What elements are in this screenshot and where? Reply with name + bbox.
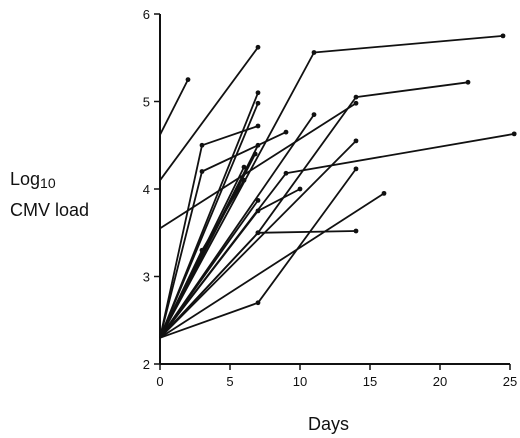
- data-point: [311, 50, 317, 55]
- series-16: [159, 166, 359, 339]
- data-point: [199, 142, 205, 148]
- data-point: [252, 151, 258, 157]
- data-point: [353, 138, 359, 144]
- data-point: [255, 197, 261, 203]
- data-point: [255, 142, 261, 148]
- series-21: [159, 177, 247, 339]
- series-layer: [159, 33, 517, 339]
- data-point: [353, 100, 359, 106]
- series-line: [159, 102, 259, 339]
- y-tick-label: 6: [143, 7, 150, 22]
- x-tick-label: 15: [363, 374, 377, 389]
- axes: [159, 14, 510, 365]
- series-18: [159, 190, 387, 339]
- data-point: [283, 129, 289, 135]
- data-point: [353, 228, 359, 234]
- data-point: [353, 94, 359, 100]
- data-point: [381, 190, 387, 196]
- series-line: [159, 46, 259, 181]
- data-point: [511, 131, 517, 137]
- data-point: [255, 100, 261, 106]
- x-axis-label: Days: [308, 414, 350, 434]
- data-point: [311, 112, 317, 118]
- series-15: [159, 138, 359, 339]
- series-line: [159, 35, 504, 339]
- y-tick-label: 5: [143, 95, 150, 110]
- data-point: [241, 164, 247, 170]
- series-line: [159, 199, 259, 339]
- data-point: [185, 77, 191, 83]
- ticks: 2 3 4 5 6 0 5 10 15 20 25: [143, 7, 517, 389]
- data-point: [255, 90, 261, 96]
- series-line: [159, 131, 287, 339]
- series-line: [159, 81, 469, 339]
- y-axis-label-line2: CMV load: [10, 200, 90, 220]
- series-line: [159, 79, 189, 136]
- x-tick-label: 25: [503, 374, 517, 389]
- x-tick-label: 5: [226, 374, 233, 389]
- x-tick-label: 0: [156, 374, 163, 389]
- series-line: [159, 192, 385, 339]
- series-4: [159, 33, 506, 339]
- x-tick-label: 10: [293, 374, 307, 389]
- data-point: [283, 170, 289, 176]
- series-2: [159, 44, 261, 181]
- y-tick-label: 3: [143, 270, 150, 285]
- series-13: [159, 197, 261, 339]
- y-tick-label: 2: [143, 357, 150, 372]
- data-point: [500, 33, 506, 39]
- series-9: [159, 123, 261, 338]
- series-8: [159, 100, 261, 339]
- series-14: [159, 186, 303, 339]
- series-1: [159, 77, 191, 136]
- data-point: [255, 44, 261, 50]
- x-tick-label: 20: [433, 374, 447, 389]
- series-line: [159, 140, 357, 339]
- series-10: [159, 129, 289, 339]
- data-point: [255, 300, 261, 306]
- y-axis-label-line1: Log10: [10, 169, 56, 191]
- data-point: [199, 247, 205, 253]
- data-point: [255, 230, 261, 236]
- data-point: [255, 123, 261, 129]
- data-point: [353, 166, 359, 172]
- y-tick-label: 4: [143, 182, 150, 197]
- data-point: [255, 208, 261, 214]
- data-point: [297, 186, 303, 192]
- data-point: [199, 169, 205, 174]
- data-point: [465, 79, 471, 85]
- data-point: [241, 177, 247, 183]
